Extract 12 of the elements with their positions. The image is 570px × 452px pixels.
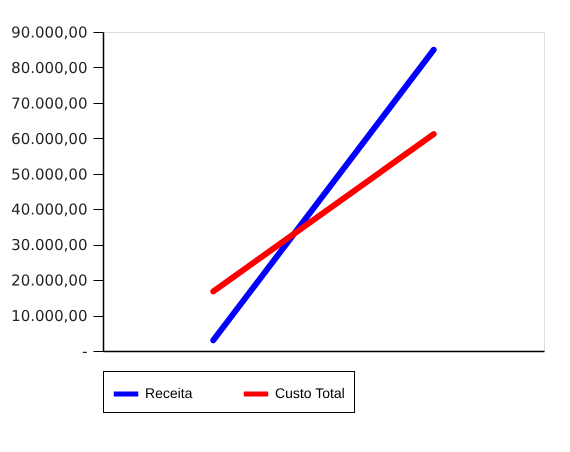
y-tick-label: 80.000,00 xyxy=(11,58,88,77)
legend-label: Custo Total xyxy=(275,385,345,401)
y-tick-label: 40.000,00 xyxy=(11,200,88,219)
y-tick-label: 10.000,00 xyxy=(11,307,88,326)
y-tick-label: 70.000,00 xyxy=(11,94,88,112)
y-tick-label: 20.000,00 xyxy=(11,272,88,290)
y-tick-label: 30.000,00 xyxy=(11,236,88,254)
y-tick-label: - xyxy=(82,342,88,360)
y-tick-label: 60.000,00 xyxy=(11,130,88,148)
legend-label: Receita xyxy=(145,385,193,401)
y-tick-label: 90.000,00 xyxy=(11,24,88,42)
y-tick-label: 50.000,00 xyxy=(11,165,88,184)
